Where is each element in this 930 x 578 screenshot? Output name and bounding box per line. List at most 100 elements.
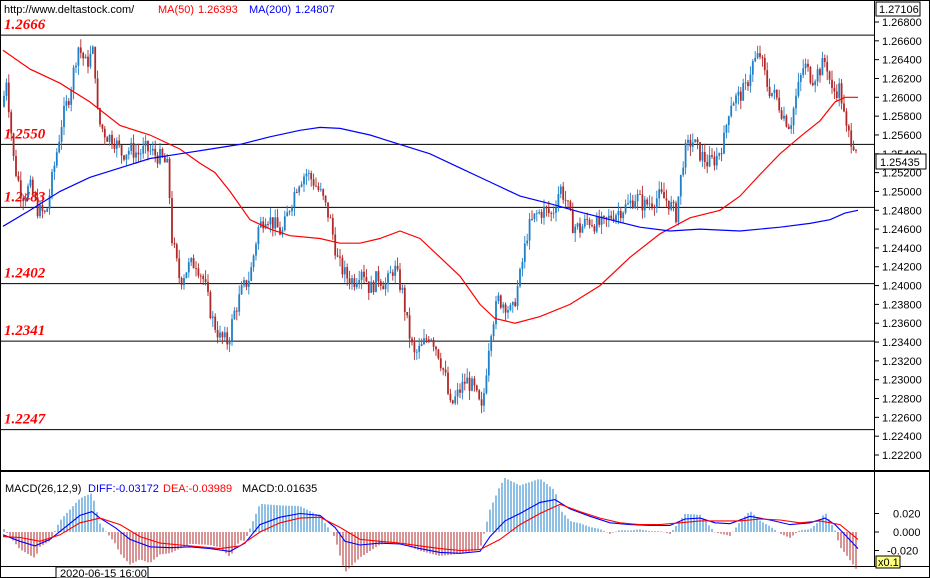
candle-body-bull [519, 269, 521, 287]
candle-body-bear [163, 156, 166, 163]
candle-body-bear [435, 346, 437, 350]
candle-body-bull [389, 272, 392, 274]
candle-body-bull [730, 105, 733, 117]
candle-body-bear [550, 212, 553, 214]
candle-body-bear [216, 329, 219, 338]
candle-body-bear [845, 111, 848, 126]
candle-body-bear [567, 200, 569, 202]
candle-body-bull [255, 244, 257, 256]
candle-body-bull [754, 57, 757, 62]
candle-body-bull [487, 350, 490, 376]
candle-body-bear [168, 158, 171, 199]
candle-body-bull [51, 171, 53, 196]
candle-body-bear [204, 279, 207, 282]
price-tick-label-22: 1.22400 [882, 431, 922, 443]
candle-body-bull [790, 125, 793, 129]
candle-body-bull [84, 56, 87, 59]
candle-body-bear [34, 194, 37, 198]
candle-body-bull [291, 207, 293, 212]
candle-body-bull [387, 273, 389, 285]
candle-body-bull [27, 186, 29, 198]
candle-body-bull [3, 95, 5, 107]
multiplier-box[interactable] [875, 555, 901, 569]
candle-body-bear [631, 200, 634, 208]
candle-body-bull [240, 285, 243, 295]
candle-body-bear [123, 155, 125, 160]
candle-body-bull [509, 304, 512, 310]
candle-body-bull [288, 211, 291, 213]
candle-body-bull [238, 294, 241, 312]
candle-body-bear [17, 175, 20, 181]
candle-body-bull [384, 284, 387, 290]
candle-body-bear [82, 52, 85, 59]
top-price: 1.27106 [879, 4, 919, 16]
candle-body-bull [694, 139, 697, 143]
candle-body-bear [603, 216, 605, 218]
candle-body-bull [257, 227, 260, 245]
candle-body-bear [271, 217, 274, 229]
candle-body-bear [15, 156, 17, 176]
candle-body-bear [43, 211, 46, 212]
candle-body-bear [94, 46, 97, 79]
ma200-value: 1.24807 [295, 4, 335, 16]
price-tick-label-19: 1.23000 [882, 375, 922, 387]
candle-body-bear [706, 161, 709, 167]
price-tick-label-18: 1.23200 [882, 356, 922, 368]
candle-body-bear [7, 82, 10, 113]
candle-body-bear [442, 368, 445, 370]
candle-body-bull [187, 262, 190, 273]
candle-body-bull [533, 213, 536, 220]
candle-body-bull [60, 127, 63, 142]
candle-body-bear [699, 142, 701, 161]
candle-body-bear [324, 195, 327, 203]
level-label-0: 1.2666 [4, 17, 46, 33]
candle-body-bear [831, 79, 833, 88]
candle-body-bear [775, 89, 778, 98]
candle-body-bear [399, 269, 401, 290]
candle-body-bull [48, 195, 51, 209]
candle-body-bear [379, 281, 382, 286]
candle-body-bull [679, 174, 682, 197]
candle-body-bull [725, 125, 728, 133]
price-tick-label-21: 1.22600 [882, 412, 922, 424]
candle-body-bull [581, 226, 584, 233]
price-tick-label-14: 1.24000 [882, 281, 922, 293]
site-url[interactable]: http://www.deltastock.com/ [4, 4, 135, 16]
multiplier-label[interactable]: x0.1 [878, 557, 899, 569]
candle-body-bull [252, 255, 255, 268]
price-tick-label-6: 1.25600 [882, 130, 922, 142]
candle-body-bear [161, 149, 164, 157]
candle-body-bear [588, 219, 591, 226]
candle-body-bull [65, 101, 68, 106]
candle-body-bull [658, 189, 661, 199]
candle-body-bear [348, 278, 351, 284]
candle-body-bull [243, 280, 245, 286]
candle-body-bull [523, 243, 526, 262]
candle-body-bull [814, 81, 817, 86]
candle-body-bull [108, 134, 111, 142]
candle-body-bull [115, 140, 118, 149]
candle-body-bull [283, 216, 286, 231]
candle-body-bear [341, 257, 344, 275]
candle-body-bull [783, 115, 785, 119]
candle-body-bear [103, 128, 106, 138]
candle-body-bear [855, 150, 857, 151]
candle-body-bull [624, 204, 627, 213]
candle-body-bear [787, 126, 790, 129]
candle-body-bull [751, 61, 754, 75]
candle-body-bear [540, 211, 543, 218]
candle-body-bull [264, 224, 267, 229]
candle-body-bull [420, 344, 423, 346]
candle-body-bear [391, 272, 394, 276]
candle-body-bull [507, 309, 509, 313]
candle-body-bear [432, 339, 435, 347]
candle-body-bear [329, 217, 332, 219]
candle-body-bear [761, 56, 764, 58]
candle-body-bull [535, 213, 538, 214]
candle-body-bull [471, 378, 473, 391]
candle-body-bear [262, 221, 265, 229]
candle-body-bull [511, 302, 514, 305]
candle-body-bear [331, 217, 334, 235]
candle-body-bear [504, 304, 507, 313]
